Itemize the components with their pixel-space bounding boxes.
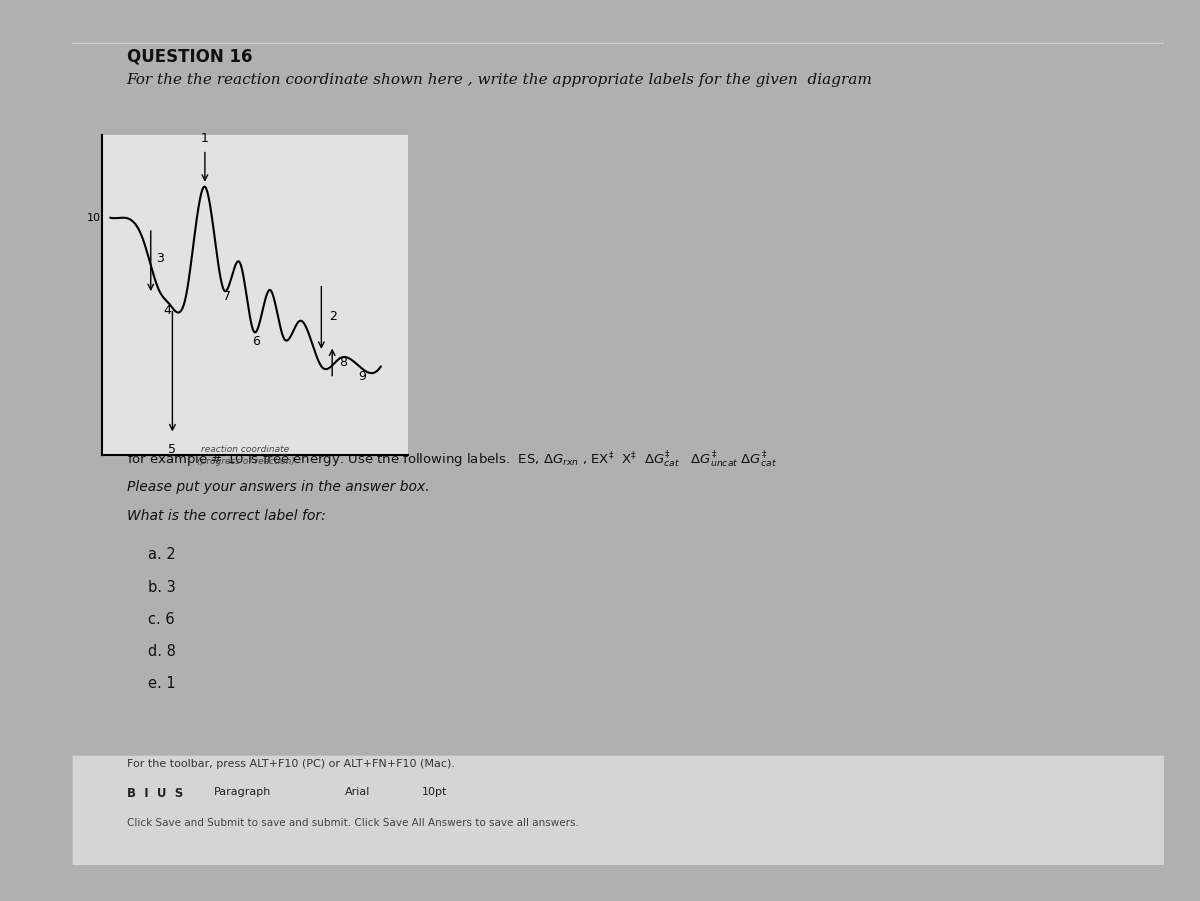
Text: 8: 8 bbox=[338, 356, 347, 369]
Text: For the the reaction coordinate shown here , write the appropriate labels for th: For the the reaction coordinate shown he… bbox=[127, 73, 872, 87]
Text: b. 3: b. 3 bbox=[149, 579, 176, 595]
Text: a. 2: a. 2 bbox=[149, 547, 176, 562]
Text: c. 6: c. 6 bbox=[149, 612, 175, 627]
Text: 5: 5 bbox=[168, 442, 176, 456]
Text: For the toolbar, press ALT+F10 (PC) or ALT+FN+F10 (Mac).: For the toolbar, press ALT+F10 (PC) or A… bbox=[127, 759, 455, 769]
Text: d. 8: d. 8 bbox=[149, 644, 176, 659]
Text: 9: 9 bbox=[358, 370, 366, 383]
Text: 2: 2 bbox=[330, 310, 337, 323]
Text: Arial: Arial bbox=[346, 787, 371, 797]
Text: What is the correct label for:: What is the correct label for: bbox=[127, 509, 325, 523]
Text: QUESTION 16: QUESTION 16 bbox=[127, 48, 252, 66]
FancyBboxPatch shape bbox=[72, 755, 1164, 865]
Text: e. 1: e. 1 bbox=[149, 676, 176, 691]
Text: 6: 6 bbox=[252, 335, 260, 348]
Text: 1: 1 bbox=[200, 132, 209, 145]
Text: 7: 7 bbox=[222, 289, 230, 303]
Text: reaction coordinate: reaction coordinate bbox=[202, 445, 289, 454]
Text: Please put your answers in the answer box.: Please put your answers in the answer bo… bbox=[127, 479, 430, 494]
Text: 10pt: 10pt bbox=[421, 787, 446, 797]
Text: B  I  U  S: B I U S bbox=[127, 787, 182, 800]
Text: Paragraph: Paragraph bbox=[214, 787, 271, 797]
Text: 10: 10 bbox=[86, 213, 101, 223]
Text: 4: 4 bbox=[163, 304, 170, 317]
Text: (progress of reaction): (progress of reaction) bbox=[197, 457, 294, 466]
Text: for example # 10 is free energy. Use the following labels.  ES, $\Delta G_{rxn}$: for example # 10 is free energy. Use the… bbox=[127, 450, 776, 470]
Text: 3: 3 bbox=[156, 252, 164, 266]
Text: Click Save and Submit to save and submit. Click Save All Answers to save all ans: Click Save and Submit to save and submit… bbox=[127, 818, 578, 828]
